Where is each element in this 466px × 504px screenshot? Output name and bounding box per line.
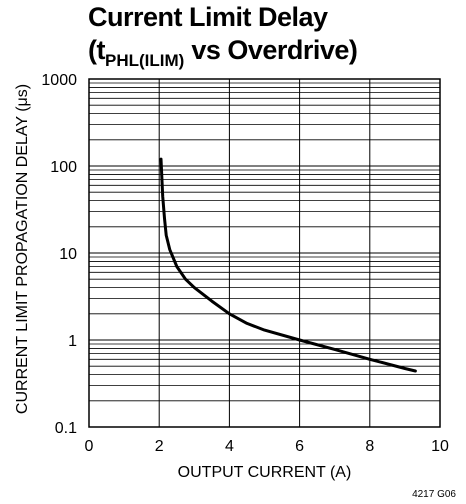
grid — [88, 79, 441, 428]
x-axis-label: OUTPUT CURRENT (A) — [178, 464, 352, 481]
tick-labels: 0 2 4 6 8 10 0.1 1 10 100 1000 — [41, 72, 449, 455]
chart-title: Current Limit Delay — [88, 2, 328, 32]
x-tick-label: 6 — [295, 438, 304, 455]
x-tick-label: 10 — [431, 438, 449, 455]
y-tick-label: 10 — [59, 246, 77, 263]
x-tick-label: 2 — [155, 438, 164, 455]
y-tick-label: 100 — [50, 159, 77, 176]
y-tick-label: 1000 — [41, 72, 77, 89]
figure-id: 4217 G06 — [412, 489, 456, 500]
y-tick-label: 1 — [68, 333, 77, 350]
y-axis-label: CURRENT LIMIT PROPAGATION DELAY (μs) — [14, 84, 31, 414]
subtitle-suffix: vs Overdrive) — [184, 35, 358, 65]
x-tick-label: 4 — [225, 438, 234, 455]
plot-frame — [88, 78, 441, 428]
x-tick-label: 8 — [365, 438, 374, 455]
subtitle-subscript: PHL(ILIM) — [104, 51, 185, 70]
x-tick-label: 0 — [85, 438, 94, 455]
y-tick-label: 0.1 — [55, 420, 77, 437]
chart-subtitle: (tPHL(ILIM) vs Overdrive) — [88, 35, 358, 70]
series-layer — [159, 157, 417, 373]
series-line — [159, 157, 417, 373]
subtitle-prefix: (t — [88, 35, 105, 65]
